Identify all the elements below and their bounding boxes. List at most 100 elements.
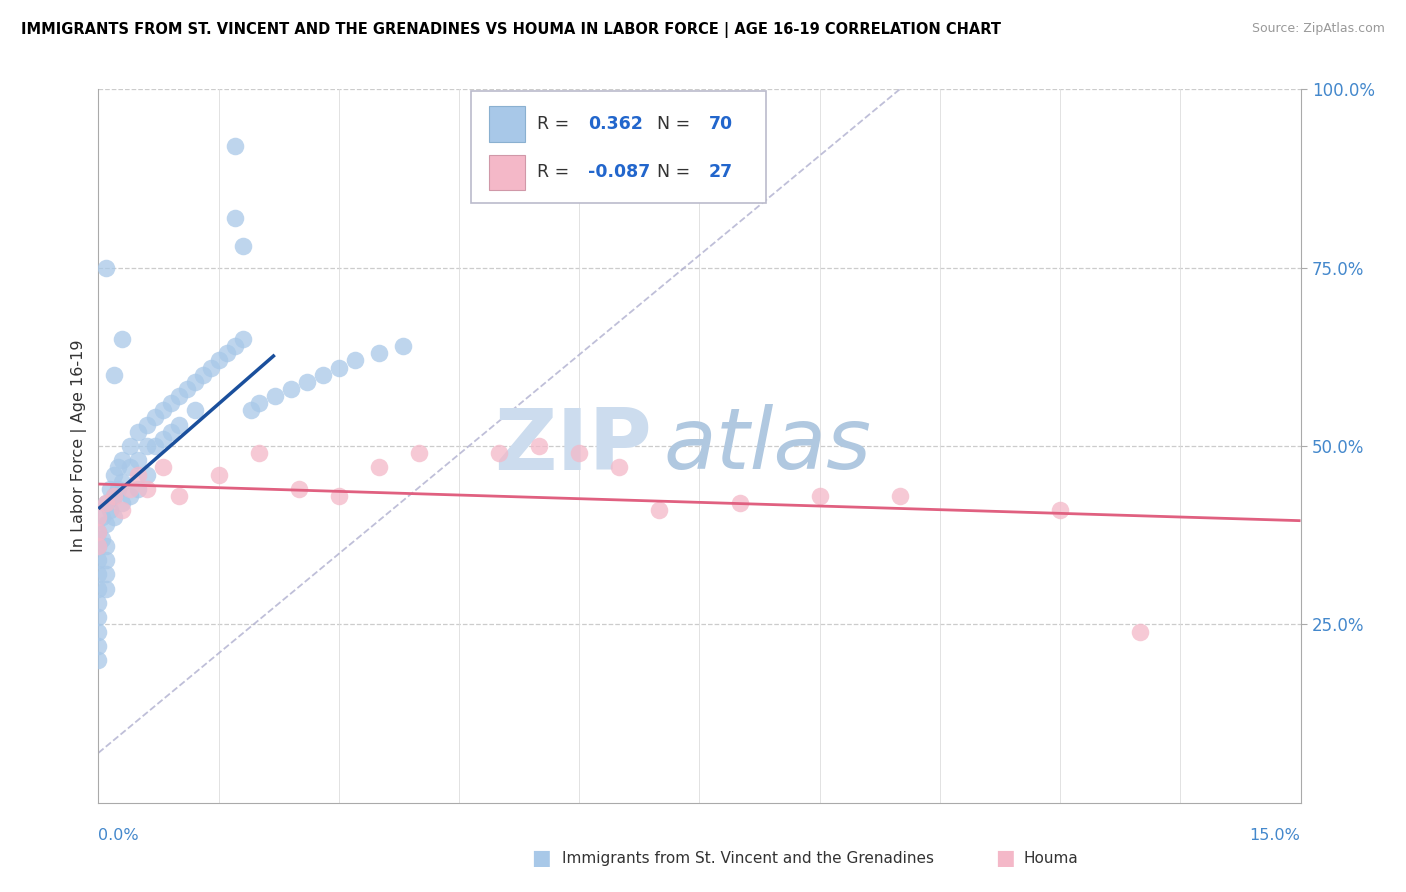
Point [1129, 624, 1152, 639]
Point [529, 439, 551, 453]
Point [215, 346, 238, 360]
Point [87, 510, 110, 524]
Text: -0.087: -0.087 [588, 163, 650, 181]
Text: 0.362: 0.362 [588, 115, 643, 133]
Point [176, 382, 198, 396]
Point [648, 503, 671, 517]
Point [87, 624, 110, 639]
Text: Source: ZipAtlas.com: Source: ZipAtlas.com [1251, 22, 1385, 36]
Point [263, 389, 285, 403]
Point [232, 332, 254, 346]
Point [91, 510, 114, 524]
Text: N =: N = [658, 163, 696, 181]
Point [120, 460, 142, 475]
Point [239, 403, 262, 417]
Point [889, 489, 911, 503]
Point [295, 375, 318, 389]
Point [96, 517, 118, 532]
Point [368, 460, 391, 475]
Point [159, 396, 181, 410]
Text: Houma: Houma [1024, 851, 1078, 865]
Point [288, 482, 311, 496]
Point [103, 510, 125, 524]
Point [87, 639, 110, 653]
Point [167, 389, 190, 403]
Point [111, 332, 134, 346]
Point [96, 496, 118, 510]
Point [128, 482, 150, 496]
Point [224, 211, 246, 225]
Point [152, 460, 174, 475]
Point [135, 467, 157, 482]
Point [91, 532, 114, 546]
Point [183, 375, 205, 389]
Point [232, 239, 254, 253]
Point [135, 417, 157, 432]
Point [167, 417, 190, 432]
Point [96, 553, 118, 567]
Text: atlas: atlas [664, 404, 872, 488]
Point [128, 425, 150, 439]
Text: Immigrants from St. Vincent and the Grenadines: Immigrants from St. Vincent and the Gren… [562, 851, 935, 865]
Point [343, 353, 366, 368]
Text: ■: ■ [531, 848, 551, 868]
Point [96, 496, 118, 510]
Point [128, 467, 150, 482]
Point [107, 482, 129, 496]
Point [103, 368, 125, 382]
Point [103, 467, 125, 482]
Point [224, 339, 246, 353]
Point [135, 482, 157, 496]
Point [247, 396, 270, 410]
Text: IMMIGRANTS FROM ST. VINCENT AND THE GRENADINES VS HOUMA IN LABOR FORCE | AGE 16-: IMMIGRANTS FROM ST. VINCENT AND THE GREN… [21, 22, 1001, 38]
Text: 0.0%: 0.0% [98, 828, 139, 843]
Point [103, 489, 125, 503]
Point [87, 582, 110, 596]
Text: R =: R = [537, 163, 575, 181]
Point [87, 524, 110, 539]
Point [111, 475, 134, 489]
Text: 27: 27 [709, 163, 733, 181]
Point [368, 346, 391, 360]
Point [87, 539, 110, 553]
Point [568, 446, 591, 460]
Text: ZIP: ZIP [494, 404, 651, 488]
Point [100, 482, 122, 496]
Point [87, 539, 110, 553]
Point [120, 482, 142, 496]
Point [1049, 503, 1071, 517]
Point [111, 453, 134, 467]
Point [87, 653, 110, 667]
Point [111, 496, 134, 510]
Point [200, 360, 222, 375]
Point [120, 439, 142, 453]
Point [152, 403, 174, 417]
Text: N =: N = [658, 115, 696, 133]
Point [609, 460, 631, 475]
Point [183, 403, 205, 417]
Point [208, 467, 231, 482]
Point [224, 139, 246, 153]
Point [152, 432, 174, 446]
Point [135, 439, 157, 453]
Bar [489, 154, 526, 190]
Point [488, 446, 510, 460]
Point [247, 446, 270, 460]
Text: 15.0%: 15.0% [1250, 828, 1301, 843]
Point [328, 489, 350, 503]
Text: R =: R = [537, 115, 575, 133]
Point [107, 460, 129, 475]
Point [87, 596, 110, 610]
Point [87, 610, 110, 624]
Point [120, 489, 142, 503]
Point [392, 339, 415, 353]
Point [100, 503, 122, 517]
Point [96, 567, 118, 582]
Point [808, 489, 831, 503]
Point [96, 539, 118, 553]
Point [87, 553, 110, 567]
Point [208, 353, 231, 368]
Point [128, 453, 150, 467]
Point [96, 260, 118, 275]
Point [143, 439, 166, 453]
